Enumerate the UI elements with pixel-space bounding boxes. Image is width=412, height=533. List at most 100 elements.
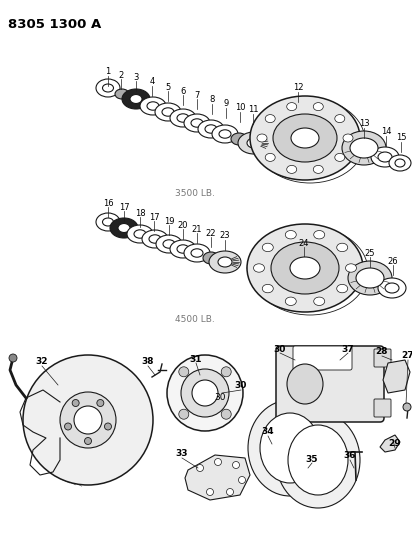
Ellipse shape <box>110 218 138 238</box>
Ellipse shape <box>118 223 130 232</box>
Ellipse shape <box>257 134 267 142</box>
Circle shape <box>179 367 189 377</box>
Ellipse shape <box>285 230 296 239</box>
Polygon shape <box>185 455 250 500</box>
Ellipse shape <box>350 138 378 158</box>
Ellipse shape <box>271 242 339 294</box>
FancyBboxPatch shape <box>276 346 384 422</box>
Ellipse shape <box>184 114 210 132</box>
Text: 3500 LB.: 3500 LB. <box>175 189 215 198</box>
Circle shape <box>9 354 17 362</box>
Ellipse shape <box>191 249 203 257</box>
Ellipse shape <box>285 297 296 305</box>
Text: 33: 33 <box>176 449 188 458</box>
Ellipse shape <box>378 152 392 162</box>
Circle shape <box>192 380 218 406</box>
Text: 4500 LB.: 4500 LB. <box>175 316 215 325</box>
Ellipse shape <box>177 114 189 122</box>
Text: 2: 2 <box>118 70 124 79</box>
Ellipse shape <box>337 243 348 252</box>
Ellipse shape <box>96 213 120 231</box>
Ellipse shape <box>177 245 189 253</box>
Text: 5: 5 <box>165 83 171 92</box>
Polygon shape <box>383 360 410 393</box>
Polygon shape <box>380 435 400 452</box>
Ellipse shape <box>96 79 120 97</box>
Ellipse shape <box>219 130 231 138</box>
Ellipse shape <box>170 109 196 127</box>
Ellipse shape <box>130 94 142 103</box>
Ellipse shape <box>155 103 181 121</box>
Circle shape <box>84 438 91 445</box>
Text: 23: 23 <box>220 231 230 240</box>
Ellipse shape <box>343 134 353 142</box>
Ellipse shape <box>335 154 345 161</box>
Ellipse shape <box>342 131 386 165</box>
Text: 13: 13 <box>359 119 369 128</box>
Text: 10: 10 <box>235 103 245 112</box>
Ellipse shape <box>198 120 224 138</box>
Text: 6: 6 <box>180 86 186 95</box>
Text: 25: 25 <box>365 248 375 257</box>
Ellipse shape <box>247 224 363 312</box>
FancyBboxPatch shape <box>374 399 391 417</box>
Ellipse shape <box>115 89 129 99</box>
Ellipse shape <box>170 240 196 258</box>
Ellipse shape <box>103 84 113 92</box>
Text: 16: 16 <box>103 198 113 207</box>
Ellipse shape <box>313 165 323 173</box>
Text: 17: 17 <box>149 213 159 222</box>
Ellipse shape <box>262 243 273 252</box>
Ellipse shape <box>385 283 399 293</box>
Text: 36: 36 <box>344 451 356 461</box>
Text: 37: 37 <box>342 344 354 353</box>
Ellipse shape <box>162 108 174 116</box>
Ellipse shape <box>184 244 210 262</box>
Ellipse shape <box>156 235 182 253</box>
FancyBboxPatch shape <box>374 349 391 367</box>
Circle shape <box>232 462 239 469</box>
Text: 18: 18 <box>135 208 145 217</box>
Ellipse shape <box>273 114 337 162</box>
Ellipse shape <box>337 285 348 293</box>
Ellipse shape <box>356 268 384 288</box>
Text: 34: 34 <box>262 427 274 437</box>
Ellipse shape <box>103 218 113 226</box>
Circle shape <box>221 409 231 419</box>
Circle shape <box>206 489 213 496</box>
Text: 27: 27 <box>402 351 412 360</box>
Ellipse shape <box>218 257 232 267</box>
Circle shape <box>215 458 222 465</box>
Text: 8: 8 <box>209 95 215 104</box>
Ellipse shape <box>288 425 348 495</box>
Ellipse shape <box>142 230 168 248</box>
Ellipse shape <box>134 230 146 238</box>
Circle shape <box>179 409 189 419</box>
Ellipse shape <box>250 96 360 180</box>
Ellipse shape <box>231 133 247 145</box>
Ellipse shape <box>191 119 203 127</box>
Text: 28: 28 <box>376 348 388 357</box>
Text: 9: 9 <box>223 100 229 109</box>
Text: 1: 1 <box>105 68 111 77</box>
Ellipse shape <box>163 240 175 248</box>
Ellipse shape <box>248 400 332 496</box>
Text: 22: 22 <box>206 229 216 238</box>
Ellipse shape <box>314 297 325 305</box>
Circle shape <box>74 406 102 434</box>
Text: 32: 32 <box>36 358 48 367</box>
Text: 26: 26 <box>388 256 398 265</box>
Text: 38: 38 <box>142 358 154 367</box>
Ellipse shape <box>149 235 161 243</box>
Text: 12: 12 <box>293 84 303 93</box>
Text: 17: 17 <box>119 203 129 212</box>
Ellipse shape <box>276 412 360 508</box>
Ellipse shape <box>348 261 392 295</box>
Circle shape <box>97 400 104 407</box>
Text: 19: 19 <box>164 216 174 225</box>
Ellipse shape <box>287 103 297 111</box>
Ellipse shape <box>287 165 297 173</box>
Text: 35: 35 <box>306 455 318 464</box>
Ellipse shape <box>314 230 325 239</box>
Ellipse shape <box>262 285 273 293</box>
